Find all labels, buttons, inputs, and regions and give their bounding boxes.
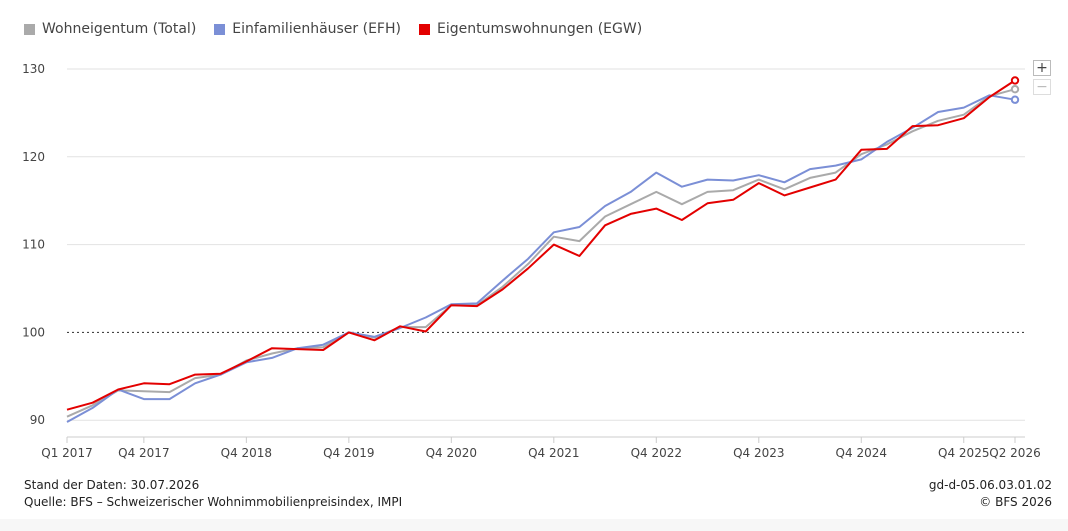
y-tick-label: 120 bbox=[22, 150, 45, 164]
chart-footer-left: Stand der Daten: 30.07.2026 Quelle: BFS … bbox=[24, 477, 402, 511]
legend-item-total[interactable]: Wohneigentum (Total) bbox=[24, 21, 196, 37]
legend-label-efh: Einfamilienhäuser (EFH) bbox=[232, 21, 401, 37]
legend-item-efh[interactable]: Einfamilienhäuser (EFH) bbox=[214, 21, 401, 37]
end-marker-egw bbox=[1010, 76, 1020, 85]
x-tick-label: Q4 2019 bbox=[323, 446, 374, 460]
end-marker-efh bbox=[1010, 95, 1020, 104]
source-note: Quelle: BFS – Schweizerischer Wohnimmobi… bbox=[24, 495, 403, 509]
x-tick-label: Q4 2024 bbox=[836, 446, 887, 460]
x-tick-label: Q1 2017 bbox=[41, 446, 92, 460]
copyright-note: © BFS 2026 bbox=[979, 495, 1052, 509]
legend-label-egw: Eigentumswohnungen (EGW) bbox=[436, 21, 643, 37]
legend-swatch-total bbox=[24, 23, 35, 35]
x-tick-label: Q4 2018 bbox=[221, 446, 272, 460]
x-tick-label: Q4 2025 bbox=[938, 446, 989, 460]
y-tick-label: 130 bbox=[22, 62, 45, 76]
x-tick-label: Q2 2026 bbox=[989, 446, 1040, 460]
x-tick-label: Q4 2020 bbox=[426, 446, 477, 460]
chart-legend: Wohneigentum (Total) Einfamilienhäuser (… bbox=[24, 21, 642, 37]
bottom-strip bbox=[0, 519, 1068, 531]
x-tick-label: Q4 2017 bbox=[118, 446, 169, 460]
x-tick-label: Q4 2021 bbox=[528, 446, 579, 460]
series-line-efh bbox=[66, 94, 1016, 423]
y-tick-label: 100 bbox=[22, 325, 45, 339]
zoom-out-button[interactable]: − bbox=[1033, 79, 1051, 95]
chart-footer-right: gd-d-05.06.03.01.02 © BFS 2026 bbox=[929, 477, 1052, 511]
end-marker-total bbox=[1010, 84, 1020, 94]
legend-swatch-efh bbox=[214, 23, 226, 35]
legend-swatch-egw bbox=[418, 23, 430, 35]
zoom-in-button[interactable]: + bbox=[1033, 60, 1051, 76]
chart-code: gd-d-05.06.03.01.02 bbox=[928, 478, 1052, 492]
y-tick-label: 90 bbox=[30, 413, 45, 427]
series-line-egw bbox=[66, 79, 1016, 411]
x-tick-label: Q4 2023 bbox=[733, 446, 784, 460]
line-chart: 90 100 110 120 130 Q1 2017 Q4 2017 Q4 2018 Q4 20… bbox=[22, 62, 1041, 460]
y-tick-label: 110 bbox=[22, 238, 45, 252]
series-line-total bbox=[66, 88, 1016, 418]
x-tick-label: Q4 2022 bbox=[631, 446, 682, 460]
data-date-note: Stand der Daten: 30.07.2026 bbox=[24, 478, 200, 492]
legend-item-egw[interactable]: Eigentumswohnungen (EGW) bbox=[418, 21, 643, 37]
legend-label-total: Wohneigentum (Total) bbox=[42, 21, 197, 37]
